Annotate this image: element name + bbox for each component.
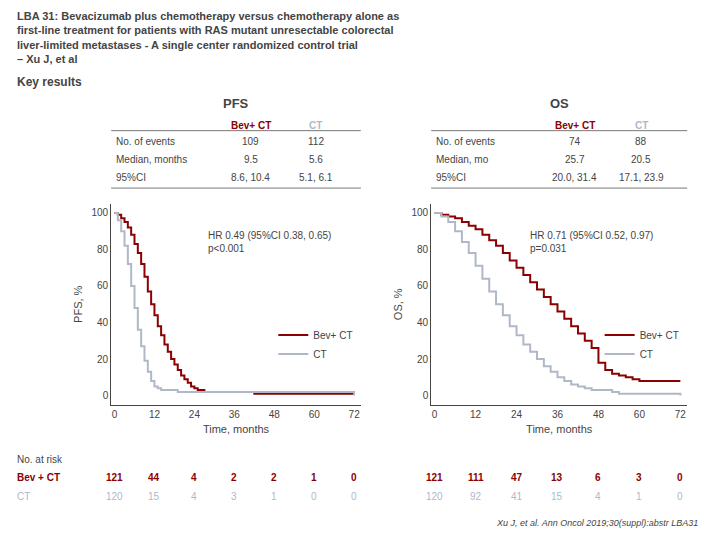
svg-text:LBA 31: Bevacizumab plus chemo: LBA 31: Bevacizumab plus chemotherapy ve… xyxy=(17,10,399,65)
svg-text:48: 48 xyxy=(269,409,281,420)
svg-text:4: 4 xyxy=(191,472,197,483)
svg-text:Xu J, et al. Ann Oncol 2019;30: Xu J, et al. Ann Oncol 2019;30(suppl):ab… xyxy=(496,518,698,528)
svg-text:121: 121 xyxy=(426,472,443,483)
svg-text:3: 3 xyxy=(231,491,237,502)
svg-text:0: 0 xyxy=(311,491,317,502)
svg-text:6: 6 xyxy=(595,472,601,483)
svg-text:20.5: 20.5 xyxy=(631,154,651,165)
svg-text:CT: CT xyxy=(309,120,322,131)
svg-text:0: 0 xyxy=(112,409,118,420)
svg-text:8.6, 10.4: 8.6, 10.4 xyxy=(231,172,270,183)
svg-text:100: 100 xyxy=(412,207,429,218)
svg-text:HR 0.71 (95%CI 0.52, 0.97)p=0.: HR 0.71 (95%CI 0.52, 0.97)p=0.031 xyxy=(530,230,653,254)
svg-text:72: 72 xyxy=(675,409,687,420)
svg-text:95%CI: 95%CI xyxy=(116,172,146,183)
svg-text:PFS: PFS xyxy=(223,96,249,111)
svg-text:CT: CT xyxy=(313,349,326,360)
svg-text:No. at risk: No. at risk xyxy=(17,454,63,465)
svg-text:41: 41 xyxy=(511,491,523,502)
svg-text:88: 88 xyxy=(635,136,647,147)
svg-text:120: 120 xyxy=(106,491,123,502)
svg-text:72: 72 xyxy=(349,409,361,420)
svg-text:40: 40 xyxy=(417,317,429,328)
svg-text:80: 80 xyxy=(97,244,109,255)
svg-text:4: 4 xyxy=(595,491,601,502)
svg-text:PFS, %: PFS, % xyxy=(72,285,84,323)
svg-text:0: 0 xyxy=(423,390,429,401)
svg-text:Bev + CT: Bev + CT xyxy=(17,472,60,483)
svg-text:0: 0 xyxy=(677,472,683,483)
svg-text:Time, months: Time, months xyxy=(203,423,270,435)
svg-text:0: 0 xyxy=(351,472,357,483)
svg-text:48: 48 xyxy=(593,409,605,420)
svg-text:109: 109 xyxy=(242,136,259,147)
svg-text:2: 2 xyxy=(231,472,237,483)
svg-text:92: 92 xyxy=(470,491,482,502)
svg-text:24: 24 xyxy=(511,409,523,420)
svg-text:CT: CT xyxy=(17,491,30,502)
svg-text:74: 74 xyxy=(569,136,581,147)
svg-text:No. of events: No. of events xyxy=(116,136,175,147)
svg-text:20.0, 31.4: 20.0, 31.4 xyxy=(552,172,597,183)
svg-text:112: 112 xyxy=(308,136,324,147)
svg-text:CT: CT xyxy=(640,349,653,360)
svg-text:20: 20 xyxy=(417,354,429,365)
svg-text:1: 1 xyxy=(271,491,277,502)
svg-text:25.7: 25.7 xyxy=(565,154,585,165)
svg-text:HR 0.49 (95%CI 0.38, 0.65)p<0.: HR 0.49 (95%CI 0.38, 0.65)p<0.001 xyxy=(208,230,331,254)
svg-text:Bev+ CT: Bev+ CT xyxy=(231,120,271,131)
svg-text:4: 4 xyxy=(191,491,197,502)
svg-text:13: 13 xyxy=(551,472,563,483)
svg-text:36: 36 xyxy=(229,409,241,420)
svg-text:CT: CT xyxy=(635,120,648,131)
svg-text:80: 80 xyxy=(417,244,429,255)
svg-text:Median, mo: Median, mo xyxy=(436,154,489,165)
svg-text:9.5: 9.5 xyxy=(244,154,258,165)
svg-text:60: 60 xyxy=(417,280,429,291)
svg-text:0: 0 xyxy=(103,390,109,401)
svg-text:17.1, 23.9: 17.1, 23.9 xyxy=(619,172,664,183)
svg-text:No. of events: No. of events xyxy=(436,136,495,147)
svg-text:1: 1 xyxy=(636,491,642,502)
svg-text:60: 60 xyxy=(309,409,321,420)
svg-text:36: 36 xyxy=(552,409,564,420)
svg-text:Bev+ CT: Bev+ CT xyxy=(640,330,679,341)
svg-text:20: 20 xyxy=(97,354,109,365)
svg-text:12: 12 xyxy=(149,409,161,420)
svg-text:OS, %: OS, % xyxy=(392,288,404,320)
svg-text:60: 60 xyxy=(97,280,109,291)
svg-text:Time, months: Time, months xyxy=(526,423,593,435)
svg-text:24: 24 xyxy=(189,409,201,420)
svg-text:Bev+ CT: Bev+ CT xyxy=(313,330,352,341)
svg-text:5.6: 5.6 xyxy=(309,154,323,165)
svg-text:1: 1 xyxy=(311,472,317,483)
svg-text:44: 44 xyxy=(148,472,160,483)
svg-text:0: 0 xyxy=(351,491,357,502)
svg-text:60: 60 xyxy=(634,409,646,420)
svg-text:100: 100 xyxy=(92,207,109,218)
svg-text:Bev+ CT: Bev+ CT xyxy=(555,120,595,131)
svg-text:95%CI: 95%CI xyxy=(436,172,466,183)
svg-text:OS: OS xyxy=(550,96,569,111)
svg-text:3: 3 xyxy=(636,472,642,483)
svg-text:0: 0 xyxy=(432,409,438,420)
svg-text:47: 47 xyxy=(511,472,523,483)
svg-text:12: 12 xyxy=(470,409,482,420)
svg-text:5.1, 6.1: 5.1, 6.1 xyxy=(299,172,333,183)
svg-text:15: 15 xyxy=(551,491,563,502)
svg-text:Median, months: Median, months xyxy=(116,154,187,165)
svg-text:120: 120 xyxy=(426,491,443,502)
svg-text:0: 0 xyxy=(677,491,683,502)
svg-text:15: 15 xyxy=(148,491,160,502)
svg-text:40: 40 xyxy=(97,317,109,328)
svg-text:121: 121 xyxy=(106,472,123,483)
svg-text:2: 2 xyxy=(271,472,277,483)
svg-text:Key results: Key results xyxy=(17,75,82,89)
svg-text:111: 111 xyxy=(468,472,484,483)
